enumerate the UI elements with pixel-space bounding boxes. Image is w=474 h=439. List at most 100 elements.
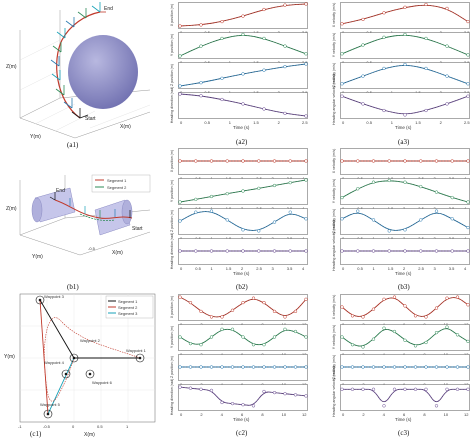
data-point [361,365,365,369]
plot-svg-a3-y: 00.511.522.5 [340,32,470,65]
data-point [209,335,214,339]
data-point [262,343,266,347]
panel-c1-svg: Segment 1 Segment 2 Segment 3 Waypoint 1… [4,293,156,438]
data-point [283,3,287,7]
data-point [466,159,470,163]
series-line [341,34,469,56]
data-point [293,365,298,369]
data-point [403,62,407,67]
data-point [178,295,182,299]
x-tick-label: 0 [180,412,183,417]
x-axis-label: Time (s) [233,417,250,422]
x-tick-label: 2 [278,120,281,125]
data-point [241,14,245,18]
data-point [382,404,386,408]
data-point [340,305,344,309]
waypoint-label-2: Waypoint 2 [80,338,101,343]
trajectory-path [44,317,141,402]
x-tick-label: 12 [464,412,469,417]
data-point [178,159,182,163]
data-point [209,249,214,253]
data-point [225,191,229,196]
data-point [382,35,386,39]
y-axis-label: Heading direction (rad) [170,86,174,124]
data-point [178,54,182,58]
x-tick-label: 1.5 [388,266,394,271]
data-point [466,339,470,344]
data-point [262,300,266,305]
data-point [419,184,423,189]
data-point [188,365,193,369]
data-point [178,365,182,369]
legend-item-3: Segment 3 [118,311,138,316]
x-tick-label: 10 [282,412,287,417]
plot-svg-a2-z: 00.511.522.5 [178,62,308,95]
data-point [272,335,277,339]
data-point [450,195,454,200]
end-label: End [104,6,113,12]
x-tick-label: 2.5 [256,266,262,271]
x-tick-label: 0 [342,266,345,271]
data-point [262,389,266,394]
data-point [262,107,266,111]
data-point [371,159,376,163]
caption-b1: (b1) [67,283,79,291]
data-point [350,387,355,391]
data-point [466,19,470,24]
plot-a3-z: 00.511.522.5Z velocity (m/s) [332,62,470,96]
x-axis-label: Time (s) [395,271,412,276]
x-tick-label: 3.5 [287,266,293,271]
plot-c3-y: 024681012Y velocity (m/s) [332,324,470,358]
data-point [371,180,376,184]
start-label: Start [85,116,96,122]
data-point [304,2,308,6]
plot-svg-c2-h: 0 2 4 6 8 10 12 [178,384,308,417]
data-point [434,209,439,213]
x-tick-label: 0.5 [204,120,210,125]
plot-b2-x: 00.511.522.533.54X position (m) [170,148,308,182]
data-point [455,365,460,369]
data-point [466,365,470,369]
data-point [434,404,439,408]
plot-svg-b2-h: 0 0.5 1 1.5 2 2.5 3 3.5 4 [178,238,308,271]
caption-c3: (c3) [398,429,410,437]
data-point [199,81,203,85]
x-tick-label: 0 [342,120,345,125]
x-tick-label: 1 [229,120,232,125]
data-point [455,295,460,299]
data-point [371,337,376,341]
plot-c3-x: 024681012X velocity (m/s) [332,294,470,328]
data-point [194,210,198,214]
data-point [194,159,198,163]
panel-a1: End Start Z(m) Y(m) X(m) (a1) [0,0,160,150]
y-axis-label: Heading angular velocity (rad/s) [332,220,336,271]
data-point [241,300,245,305]
data-point [340,217,344,221]
data-point [356,249,360,253]
data-point [178,249,182,253]
data-point [424,365,428,369]
y-axis-label: Y(m) [32,254,43,260]
data-point [188,300,193,305]
data-point [283,44,287,48]
y-axis-label: Y(m) [4,354,15,360]
data-point [272,159,277,163]
data-point [262,365,266,369]
data-point [382,108,386,113]
plot-b3-x: 00.511.522.533.54X velocity (m/s) [332,148,470,182]
data-point [262,36,266,41]
data-point [361,387,365,391]
data-point [424,66,428,71]
data-point [424,2,428,7]
data-point [230,365,235,369]
plot-b3-z: 00.511.522.533.54Z velocity (m/s) [332,208,470,242]
x-tick-label: 1 [211,266,214,271]
data-point [445,44,449,48]
segment-2-path [39,299,49,415]
x-tick-label: 2.5 [302,120,308,125]
data-point [434,330,439,335]
